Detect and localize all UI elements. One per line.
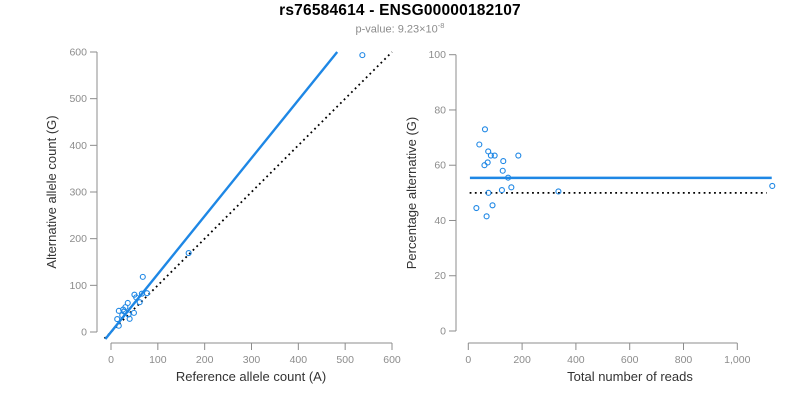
x-tick-label: 1,000 xyxy=(724,354,750,366)
axes xyxy=(449,54,738,350)
data-points xyxy=(473,126,776,220)
data-point xyxy=(130,309,137,316)
axes xyxy=(90,51,393,350)
y-tick-label: 400 xyxy=(69,140,87,152)
x-tick-label: 200 xyxy=(513,354,531,366)
data-point xyxy=(489,202,496,209)
x-tick-label: 400 xyxy=(567,354,585,366)
y-tick-label: 300 xyxy=(69,187,87,199)
regression-line xyxy=(104,51,339,340)
x-tick-label: 300 xyxy=(243,354,261,366)
x-axis-title: Reference allele count (A) xyxy=(176,369,326,384)
data-point xyxy=(483,213,490,220)
data-point xyxy=(119,312,126,319)
tick-labels: 0 100 200 300 400 500 600 0 100 200 300 400 500 600 xyxy=(69,47,400,367)
data-point xyxy=(484,159,491,166)
data-point xyxy=(139,273,146,280)
data-point xyxy=(505,174,512,181)
x-axis-title: Total number of reads xyxy=(567,369,693,384)
x-tick-label: 600 xyxy=(383,354,401,366)
p-value-subtitle: p-value: 9.23×10-8 xyxy=(0,21,800,36)
y-tick-label: 20 xyxy=(434,270,446,282)
x-tick-label: 600 xyxy=(621,354,639,366)
data-point xyxy=(114,316,121,323)
data-point xyxy=(515,152,522,159)
data-point xyxy=(498,187,505,194)
data-point xyxy=(476,141,483,148)
data-point xyxy=(115,322,122,329)
x-tick-label: 200 xyxy=(196,354,214,366)
data-point xyxy=(500,158,507,165)
scatter-plot-allele-counts: 0 100 200 300 400 500 600 0 100 200 300 400 500 600 Re… xyxy=(44,47,401,385)
data-point xyxy=(491,152,498,159)
data-point xyxy=(508,184,515,191)
y-tick-label: 0 xyxy=(440,326,446,338)
data-point xyxy=(481,126,489,133)
x-tick-label: 500 xyxy=(336,354,354,366)
data-point xyxy=(359,52,366,59)
data-point xyxy=(485,189,492,196)
x-tick-label: 0 xyxy=(465,354,471,366)
y-tick-label: 60 xyxy=(434,160,446,172)
y-tick-label: 100 xyxy=(428,49,446,61)
y-tick-label: 40 xyxy=(434,215,446,227)
data-point xyxy=(769,182,776,189)
scatter-plot-percentage-alternative: 0 20 40 60 80 100 0 200 400 600 800 1,000 Total numb… xyxy=(404,49,776,384)
data-point xyxy=(481,162,488,169)
x-tick-label: 0 xyxy=(108,354,114,366)
y-axis-title: Alternative allele count (G) xyxy=(44,115,59,268)
data-point xyxy=(473,204,480,212)
y-tick-label: 200 xyxy=(69,233,87,245)
data-points xyxy=(114,52,366,329)
y-axis-title: Percentage alternative (G) xyxy=(404,117,419,269)
y-tick-label: 100 xyxy=(69,280,87,292)
data-point xyxy=(124,299,131,307)
identity-line xyxy=(103,51,393,340)
data-point xyxy=(185,249,192,257)
page-title: rs76584614 - ENSG00000182107 xyxy=(279,2,521,19)
data-point xyxy=(487,152,494,159)
data-point xyxy=(485,148,492,155)
data-point xyxy=(136,299,143,306)
data-point xyxy=(133,294,140,301)
p-value-exponent: -8 xyxy=(437,21,445,30)
data-point xyxy=(143,290,151,297)
x-tick-label: 800 xyxy=(675,354,693,366)
data-point xyxy=(499,167,506,174)
tick-labels: 0 20 40 60 80 100 0 200 400 600 800 1,000 xyxy=(428,49,750,366)
p-value-text: p-value: 9.23×10 xyxy=(355,23,438,36)
y-tick-label: 500 xyxy=(69,93,87,105)
data-point xyxy=(555,188,562,195)
x-tick-label: 400 xyxy=(290,354,308,366)
y-tick-label: 600 xyxy=(69,47,87,59)
data-point xyxy=(126,315,133,322)
y-tick-label: 80 xyxy=(434,104,446,116)
x-tick-label: 100 xyxy=(149,354,167,366)
y-tick-label: 0 xyxy=(81,327,87,339)
